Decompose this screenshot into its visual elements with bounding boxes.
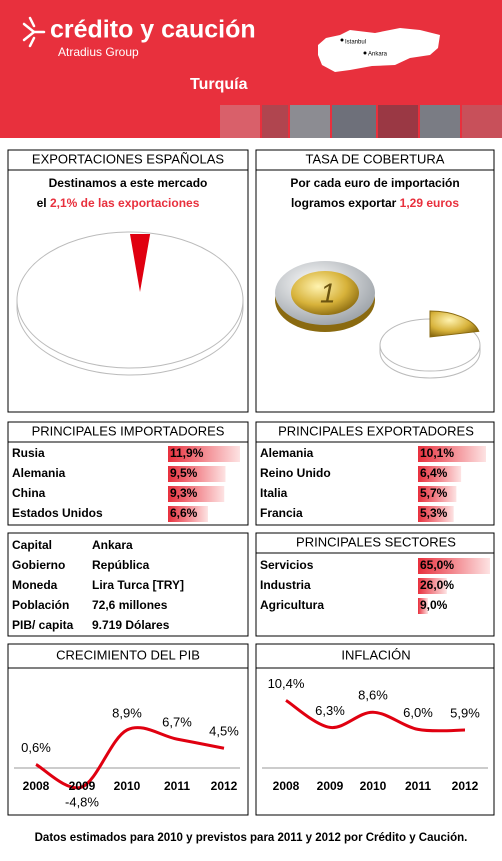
fact-label: Gobierno — [12, 558, 65, 572]
bar — [418, 466, 462, 482]
map-label: Istanbul — [345, 40, 366, 46]
bar — [168, 486, 225, 502]
row-name: Italia — [260, 486, 288, 500]
bar — [418, 486, 457, 502]
value-label: 4,5% — [209, 724, 239, 739]
value-label: 6,0% — [403, 705, 433, 720]
row-name: Industria — [260, 578, 311, 592]
text: el 2,1% de las exportaciones — [37, 196, 200, 210]
row-name: Reino Unido — [260, 466, 331, 480]
value-label: 6,7% — [162, 715, 192, 730]
panel-title: PRINCIPALES EXPORTADORES — [278, 423, 474, 438]
value-label: 6,4% — [420, 466, 448, 480]
panel-title: INFLACIÓN — [341, 647, 410, 662]
row-name: Servicios — [260, 558, 314, 572]
fact-value: 72,6 millones — [92, 598, 168, 612]
text: logramos exportar — [291, 196, 397, 210]
x-tick-label: 2011 — [164, 779, 190, 793]
text: Por cada euro de importación — [290, 176, 459, 190]
value-label: -4,8% — [65, 794, 99, 809]
value-label: 2,1% — [50, 196, 78, 210]
x-tick-label: 2011 — [405, 779, 431, 793]
fact-label: PIB/ capita — [12, 618, 74, 632]
coin: 1 — [275, 261, 481, 379]
pie-slice — [130, 234, 151, 292]
x-tick-label: 2010 — [114, 779, 141, 793]
value-label: 9,3% — [170, 486, 198, 500]
value-label: 6,3% — [315, 703, 345, 718]
fact-value: 9.719 Dólares — [92, 618, 170, 632]
footer: Datos estimados para 2010 y previstos pa… — [35, 832, 468, 844]
x-tick-label: 2009 — [69, 779, 96, 793]
row-name: Alemania — [12, 466, 66, 480]
value-label: 65,0% — [420, 558, 454, 572]
text: de las exportaciones — [81, 196, 200, 210]
row-name: Rusia — [12, 446, 45, 460]
panel-title: CRECIMIENTO DEL PIB — [56, 647, 200, 662]
x-tick-label: 2008 — [23, 779, 50, 793]
bar — [418, 558, 490, 574]
brand: crédito y caución — [50, 16, 256, 44]
panel-title: EXPORTACIONES ESPAÑOLAS — [32, 151, 224, 166]
x-tick-label: 2008 — [273, 779, 300, 793]
value-label: 6,6% — [170, 506, 198, 520]
line — [35, 726, 225, 790]
country: Turquía — [190, 76, 248, 93]
panel-title: PRINCIPALES IMPORTADORES — [32, 423, 225, 438]
map-label: Ankara — [368, 52, 388, 58]
bar — [168, 446, 240, 462]
text: el — [37, 196, 47, 210]
value-label: 11,9% — [170, 446, 204, 460]
x-tick-label: 2012 — [211, 779, 238, 793]
text: Destinamos a este mercado — [49, 176, 208, 190]
fact-label: Moneda — [12, 578, 58, 592]
x-tick-label: 2012 — [452, 779, 479, 793]
row-name: Estados Unidos — [12, 506, 103, 520]
value-label: 8,6% — [358, 688, 388, 703]
coin-wedge — [429, 310, 480, 338]
fact-value: República — [92, 558, 150, 572]
x-tick-label: 2010 — [360, 779, 387, 793]
bar — [418, 598, 428, 614]
fact-value: Ankara — [92, 538, 133, 552]
text: logramos exportar 1,29 euros — [291, 196, 459, 210]
value-label: 5,3% — [420, 506, 448, 520]
fact-label: Población — [12, 598, 69, 612]
value-label: 10,4% — [268, 676, 305, 691]
value-label: 26,0% — [420, 578, 454, 592]
bar — [168, 506, 208, 522]
bar — [418, 578, 447, 594]
value-label: 0,6% — [21, 740, 51, 755]
logo-mark — [22, 16, 46, 48]
value-label: 8,9% — [112, 705, 142, 720]
row-name: China — [12, 486, 46, 500]
bar — [418, 506, 454, 522]
value-label: 1,29 euros — [400, 196, 460, 210]
value-label: 5,7% — [420, 486, 448, 500]
row-name: Francia — [260, 506, 303, 520]
panels — [7, 149, 495, 816]
value-label: 5,9% — [450, 705, 480, 720]
bar — [418, 446, 486, 462]
fact-value: Lira Turca [TRY] — [92, 578, 184, 592]
value-label: 10,1% — [420, 446, 454, 460]
header-blocks — [220, 105, 502, 138]
panel-title: TASA DE COBERTURA — [306, 151, 445, 166]
row-name: Alemania — [260, 446, 314, 460]
row-name: Agricultura — [260, 598, 324, 612]
value-label: 9,0% — [420, 598, 448, 612]
map — [318, 28, 440, 72]
pie-base — [16, 231, 244, 376]
bar — [168, 466, 226, 482]
group: Atradius Group — [58, 45, 139, 59]
fact-label: Capital — [12, 538, 52, 552]
line — [285, 699, 466, 733]
coin-digit: 1 — [320, 277, 336, 308]
x-tick-label: 2009 — [317, 779, 344, 793]
panel-title: PRINCIPALES SECTORES — [296, 534, 456, 549]
value-label: 9,5% — [170, 466, 198, 480]
